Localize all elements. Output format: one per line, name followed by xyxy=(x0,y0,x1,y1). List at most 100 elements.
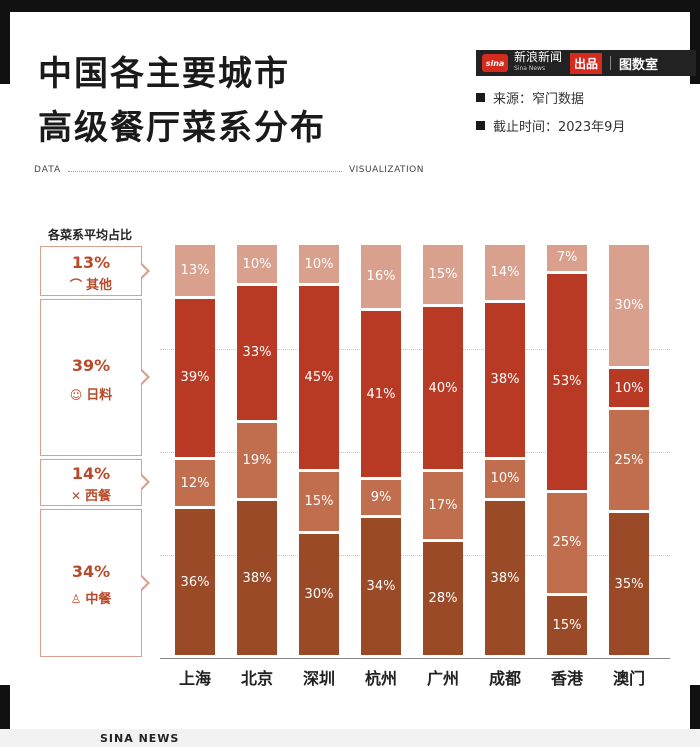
bar-segment-1-3: 9% xyxy=(361,480,401,515)
city-label: 上海 xyxy=(178,669,211,688)
footer-brand: SINA NEWS xyxy=(100,732,180,745)
bullet-square-icon xyxy=(476,93,485,102)
bar-value-label: 7% xyxy=(556,250,578,266)
page-title-line1: 中国各主要城市 xyxy=(38,54,290,94)
corner-bracket-bottom-right xyxy=(690,685,700,747)
sina-logo-icon: sina xyxy=(482,54,508,72)
bar-segment-1-0: 12% xyxy=(175,459,215,507)
bar-segment-3-4: 15% xyxy=(423,245,463,304)
bar-value-label: 15% xyxy=(304,494,334,510)
corner-bracket-left xyxy=(0,12,10,84)
legend-label-other: 其他 xyxy=(86,278,113,293)
legend-label-japanese: 日料 xyxy=(86,388,113,403)
bar-segment-2-4: 40% xyxy=(423,306,463,470)
fork-knife-icon: ✕ xyxy=(70,489,82,503)
bar-value-label: 10% xyxy=(242,256,272,272)
bar-value-label: 38% xyxy=(242,570,272,586)
bar-value-label: 10% xyxy=(304,256,334,272)
date-text: 截止时间：2023年9月 xyxy=(493,120,626,135)
city-label: 深圳 xyxy=(302,669,335,688)
divider-dots xyxy=(68,171,342,172)
divider-left-label: DATA xyxy=(34,165,62,175)
bar-value-label: 25% xyxy=(552,535,582,551)
bar-segment-0-4: 28% xyxy=(423,542,463,655)
source-text: 来源：窄门数据 xyxy=(493,92,585,107)
bar-segment-1-1: 19% xyxy=(237,422,277,499)
chinese-chef-icon: ♙ xyxy=(70,592,82,606)
gridline xyxy=(160,555,670,556)
legend-pct-japanese: 39% xyxy=(71,356,111,375)
brand-badge: 出品 xyxy=(570,52,603,74)
bar-value-label: 38% xyxy=(490,570,520,586)
brand-separator xyxy=(610,56,612,70)
brand-name-text: 新浪新闻 xyxy=(514,50,563,64)
legend-pct-chinese: 34% xyxy=(71,562,111,581)
bar-value-label: 15% xyxy=(428,266,458,282)
bar-value-label: 19% xyxy=(242,452,272,468)
brand-sub-text: Sina News xyxy=(514,65,546,72)
bar-segment-1-5: 10% xyxy=(485,459,525,499)
sushi-chef-icon: ☺ xyxy=(69,388,83,402)
bar-segment-1-2: 15% xyxy=(299,472,339,532)
bar-segment-0-7: 35% xyxy=(609,513,649,655)
legend-pct-other: 13% xyxy=(71,253,111,272)
bar-segment-1-4: 17% xyxy=(423,472,463,540)
legend-box-other: 13% ⌒ 其他 xyxy=(40,246,142,296)
bar-segment-0-1: 38% xyxy=(237,501,277,655)
brand-name: 新浪新闻 Sina News xyxy=(514,50,563,74)
bar-segment-3-0: 13% xyxy=(175,245,215,296)
legend-pct-western: 14% xyxy=(71,464,111,483)
legend-box-japanese: 39% ☺ 日料 xyxy=(40,299,142,456)
bar-value-label: 25% xyxy=(614,452,644,468)
legend-box-western: 14% ✕ 西餐 xyxy=(40,459,142,506)
bar-value-label: 45% xyxy=(304,370,334,386)
bar-segment-0-6: 15% xyxy=(547,596,587,655)
bar-segment-0-0: 36% xyxy=(175,509,215,655)
legend-label-western: 西餐 xyxy=(85,489,112,504)
legend-arrow-japanese xyxy=(140,368,150,386)
bar-value-label: 53% xyxy=(552,374,582,390)
bar-segment-0-2: 30% xyxy=(299,534,339,655)
x-axis-line xyxy=(160,658,670,659)
bar-segment-0-5: 38% xyxy=(485,501,525,655)
legend-label-chinese: 中餐 xyxy=(85,592,112,607)
bar-value-label: 34% xyxy=(366,578,396,594)
bar-value-label: 38% xyxy=(490,372,520,388)
footer-bar xyxy=(0,729,700,747)
divider-row: DATA VISUALIZATION xyxy=(34,165,424,179)
bar-segment-2-2: 45% xyxy=(299,286,339,470)
legend-arrow-chinese xyxy=(140,574,150,592)
bar-value-label: 40% xyxy=(428,380,458,396)
legend-label-row: ☺ 日料 xyxy=(41,384,141,403)
bar-segment-2-0: 39% xyxy=(175,298,215,457)
bar-segment-2-5: 38% xyxy=(485,302,525,457)
corner-bracket-bottom-left xyxy=(0,685,10,747)
legend-label-row: ⌒ 其他 xyxy=(41,274,141,293)
bar-value-label: 12% xyxy=(180,475,210,491)
legend-box-chinese: 34% ♙ 中餐 xyxy=(40,509,142,657)
bar-segment-2-6: 53% xyxy=(547,273,587,490)
bar-value-label: 14% xyxy=(490,264,520,280)
bar-value-label: 35% xyxy=(614,576,644,592)
bar-value-label: 10% xyxy=(614,380,644,396)
bar-segment-2-3: 41% xyxy=(361,311,401,478)
bar-segment-3-5: 14% xyxy=(485,245,525,300)
legend-arrow-western xyxy=(140,473,150,491)
bar-segment-3-3: 16% xyxy=(361,245,401,309)
lab-logo: 图数室 xyxy=(619,57,659,73)
bar-value-label: 15% xyxy=(552,618,582,634)
bar-segment-3-7: 30% xyxy=(609,245,649,366)
bar-value-label: 10% xyxy=(490,471,520,487)
city-label: 澳门 xyxy=(612,669,645,688)
bar-value-label: 41% xyxy=(366,386,396,402)
bar-value-label: 36% xyxy=(180,574,210,590)
bar-value-label: 17% xyxy=(428,498,458,514)
bar-segment-0-3: 34% xyxy=(361,517,401,655)
cloche-icon: ⌒ xyxy=(69,278,82,292)
city-label: 北京 xyxy=(240,669,273,688)
bar-segment-2-7: 10% xyxy=(609,368,649,408)
bar-value-label: 33% xyxy=(242,345,272,361)
bar-segment-3-2: 10% xyxy=(299,245,339,284)
top-bar xyxy=(0,0,700,12)
page-title-line2: 高级餐厅菜系分布 xyxy=(38,108,326,148)
